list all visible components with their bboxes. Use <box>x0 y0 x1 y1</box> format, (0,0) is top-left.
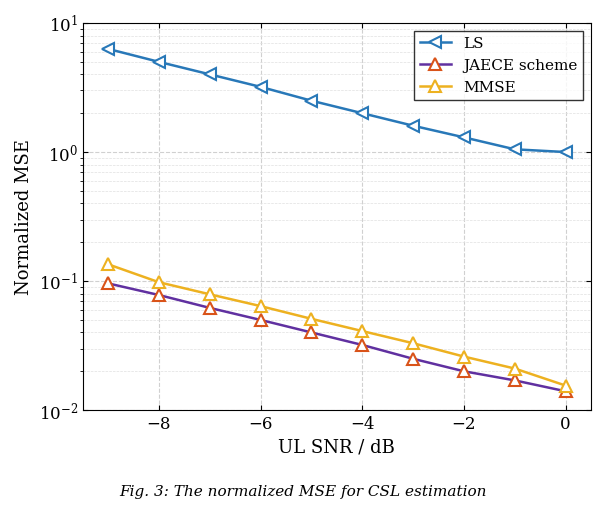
Y-axis label: Normalized MSE: Normalized MSE <box>15 139 33 295</box>
JAECE scheme <box>257 317 264 323</box>
MMSE <box>104 262 112 268</box>
JAECE scheme <box>155 292 162 299</box>
MMSE <box>410 341 417 347</box>
MMSE <box>308 316 315 322</box>
JAECE scheme <box>104 281 112 287</box>
LS <box>155 59 162 65</box>
MMSE <box>511 366 518 372</box>
Line: JAECE scheme: JAECE scheme <box>102 278 571 397</box>
JAECE scheme <box>461 368 468 374</box>
LS <box>562 149 569 155</box>
LS <box>257 85 264 91</box>
MMSE <box>359 328 366 334</box>
MMSE <box>257 303 264 309</box>
MMSE <box>206 291 213 298</box>
MMSE <box>461 354 468 360</box>
JAECE scheme <box>359 342 366 348</box>
JAECE scheme <box>206 305 213 311</box>
LS <box>104 47 112 53</box>
LS <box>410 123 417 129</box>
LS <box>461 135 468 141</box>
Line: MMSE: MMSE <box>102 259 571 391</box>
Line: LS: LS <box>102 43 572 159</box>
Text: Fig. 3: The normalized MSE for CSL estimation: Fig. 3: The normalized MSE for CSL estim… <box>119 485 487 499</box>
JAECE scheme <box>308 329 315 335</box>
MMSE <box>155 279 162 285</box>
LS <box>206 72 213 78</box>
LS <box>308 98 315 104</box>
JAECE scheme <box>410 356 417 362</box>
LS <box>359 111 366 117</box>
X-axis label: UL SNR / dB: UL SNR / dB <box>278 438 395 455</box>
MMSE <box>562 383 569 389</box>
Legend: LS, JAECE scheme, MMSE: LS, JAECE scheme, MMSE <box>414 31 584 101</box>
JAECE scheme <box>562 389 569 395</box>
LS <box>511 147 518 153</box>
JAECE scheme <box>511 377 518 384</box>
